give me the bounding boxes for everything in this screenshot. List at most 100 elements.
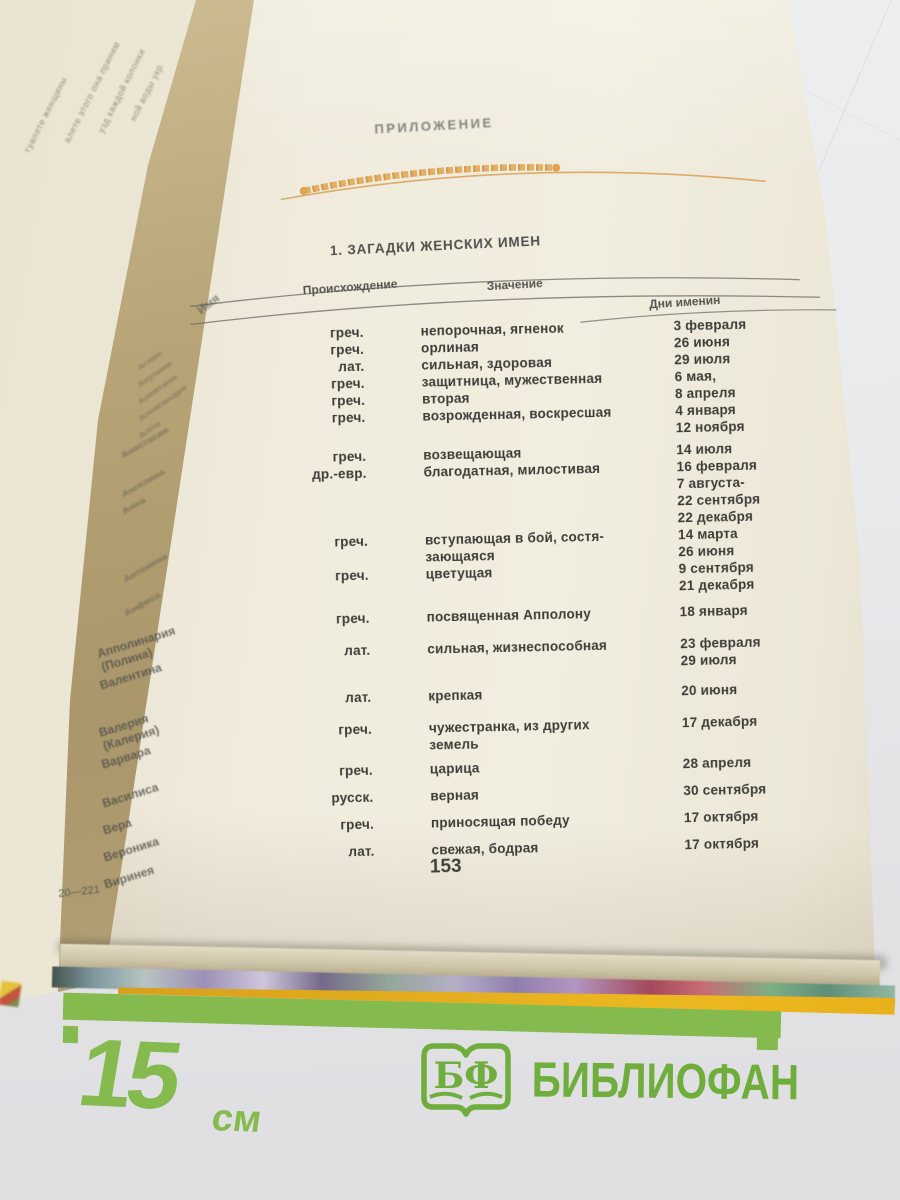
days-cell: 16 февраля 7 августа- 22 сентября 22 декабр… (628, 455, 834, 527)
name-cell: Виринея (71, 844, 221, 892)
name-cell: Анна (63, 468, 214, 539)
origin-value: греч. (331, 409, 366, 426)
meaning-cell: благодатная, милостивая (378, 459, 629, 532)
meaning-line: земель (429, 736, 479, 753)
nameday-line: 20 июня (681, 682, 738, 699)
nameday-line (682, 728, 839, 748)
logo-text: БИБЛИОФАН (531, 1051, 800, 1111)
days-cell: 28 апреля (635, 750, 840, 775)
origin-value: лат. (345, 689, 372, 706)
meaning-cell: крепкая (383, 683, 633, 705)
column-header-days: Дни именин (648, 292, 721, 312)
days-cell: 14 марта 26 июня (630, 523, 836, 561)
column-header-meaning: Значение (486, 276, 544, 294)
origin-cell: др.-евр. (213, 465, 379, 536)
origin-cell: греч. (212, 409, 378, 446)
nameday-line: 18 января (679, 602, 748, 620)
meaning-cell: возрожденная, воскресшая (377, 403, 628, 442)
name-cell: Вероника (71, 817, 221, 864)
meaning-line (427, 653, 632, 674)
days-cell: 17 октября (636, 831, 841, 856)
days-cell: 4 января 12 ноября (627, 399, 833, 437)
meaning-cell: цветущая (381, 561, 632, 600)
origin-value: греч. (334, 567, 369, 584)
origin-cell: греч. (219, 720, 385, 757)
days-cell: 9 сентября 21 декабря (631, 557, 837, 595)
meaning-line: приносящая победу (430, 812, 570, 831)
name-cell: Валентина (67, 645, 218, 692)
page-number: 153 (429, 855, 462, 878)
origin-cell: лат. (217, 641, 383, 678)
nameday-line: 12 ноября (675, 418, 745, 436)
table-row: Апполинария (Полина) греч. посвященная Апп… (67, 600, 847, 675)
ruler-value: 15 (71, 1019, 184, 1130)
days-cell: 30 сентября (635, 777, 840, 802)
days-cell: 20 июня (633, 679, 838, 700)
meaning-line: посвященная Апполону (426, 606, 592, 625)
origin-cell: лат. (221, 840, 386, 864)
origin-value: русск. (331, 789, 374, 806)
origin-value: лат. (344, 642, 371, 659)
logo-monogram: БФ (434, 1055, 499, 1097)
logo-book-icon: БФ (421, 1043, 511, 1117)
days-cell: 17 октября (636, 804, 841, 829)
days-cell: 23 февраля 29 июля (632, 632, 838, 670)
page-content: ПРИЛОЖЕНИЕ 1. ЗАГАДКИ ЖЕНСКИХ ИМЕН Имя П… (57, 114, 852, 901)
name-cell: Варвара (69, 724, 220, 771)
section-title: 1. ЗАГАДКИ ЖЕНСКИХ ИМЕН (329, 233, 542, 259)
meaning-cell: приносящая победу (386, 808, 636, 834)
days-cell: 17 декабря (634, 711, 840, 749)
ruler-tick-left (62, 1025, 79, 1044)
signature-mark: 20—221 (57, 883, 101, 901)
cover-corner (0, 980, 22, 1008)
nameday-line: 21 декабря (678, 576, 755, 594)
meaning-cell: посвященная Апполону (381, 604, 631, 626)
origin-value: греч. (340, 816, 375, 833)
ruler-unit: см (209, 1097, 265, 1141)
table-row: Валерия (Калерия) лат. крепкая 20 июня (68, 679, 848, 753)
name-cell: Валерия (Калерия) (68, 692, 218, 753)
meaning-cell: свежая, бодрая (386, 835, 636, 861)
name-cell: Апполинария (Полина) (67, 613, 217, 675)
name-cell: Анастасия (62, 412, 213, 461)
origin-value: греч. (339, 762, 373, 779)
meaning-line (426, 578, 631, 599)
nameday-line: 30 сентября (683, 781, 767, 799)
nameday-line: 17 октября (683, 808, 759, 826)
nameday-line: 17 октября (684, 835, 760, 853)
origin-value: греч. (338, 721, 373, 738)
origin-cell: греч. (216, 567, 382, 604)
name-cell: Анфиса (66, 570, 217, 618)
origin-cell: греч. (220, 759, 385, 783)
names-table: Агния греч. непорочная, ягненок 3 февраля Ак… (61, 314, 852, 892)
meaning-line: верная (430, 787, 480, 804)
meaning-line: царица (429, 760, 480, 777)
origin-value: греч. (334, 533, 369, 550)
origin-value: др.-евр. (311, 465, 367, 482)
origin-cell: греч. (215, 533, 381, 570)
meaning-cell: сильная, жизнеспособная (382, 636, 633, 675)
name-value: Виринея (102, 862, 156, 892)
origin-cell: русск. (220, 786, 385, 810)
meaning-cell: царица (385, 754, 635, 780)
origin-cell: лат. (218, 688, 383, 708)
name-value: Валентина (98, 660, 164, 693)
name-cell: Вера (70, 790, 220, 837)
name-cell: Василиса (70, 763, 220, 810)
origin-value: лат. (348, 843, 375, 860)
origin-cell: греч. (221, 813, 386, 837)
meaning-line: свежая, бодрая (431, 840, 539, 858)
page-header-title: ПРИЛОЖЕНИЕ (374, 114, 494, 137)
column-header-origin: Происхождение (302, 276, 398, 298)
bibliofan-logo: БФ БИБЛИОФАН (416, 1034, 836, 1134)
meaning-cell: чужестранка, из других земель (384, 715, 635, 754)
meaning-line (423, 420, 628, 441)
origin-cell: греч. (217, 610, 382, 630)
meaning-cell: вступающая в бой, состя-зающаяся (380, 527, 631, 566)
nameday-line: 29 июля (680, 652, 737, 669)
nameday-line: 28 апреля (682, 754, 752, 772)
meaning-cell: верная (385, 781, 635, 807)
meaning-line: крепкая (428, 687, 483, 704)
days-cell: 18 января (631, 600, 836, 621)
